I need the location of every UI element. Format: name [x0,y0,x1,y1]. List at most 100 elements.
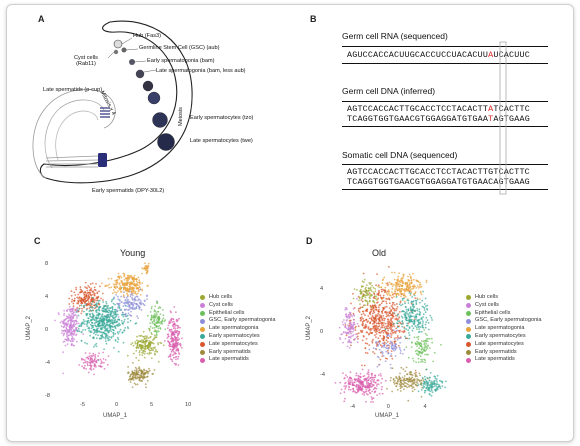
umap-point [380,388,383,391]
umap-point [432,360,434,363]
umap-point [77,322,80,325]
umap-point [141,267,144,270]
label-leaders [107,37,157,73]
umap-point [418,310,421,313]
umap-point [362,312,365,315]
umap-point [148,369,151,372]
umap-point [396,380,399,383]
umap-point [179,344,182,346]
umap-point [404,335,406,338]
umap-point [354,384,356,387]
umap-point [151,333,153,336]
umap-point [406,386,408,389]
umap-point [390,336,393,339]
umap-point [104,308,107,311]
umap-point [383,291,386,294]
umap-point [134,290,137,293]
umap-point [347,314,350,316]
umap-point [87,285,90,287]
legend-entry: Late spermatids [200,356,276,364]
umap-point [354,338,357,340]
umap-point [427,340,429,343]
umap-point [159,328,162,330]
spermatid-tails [45,155,99,168]
umap-point [410,320,413,323]
umap-point [397,279,399,282]
umap-point [130,281,133,284]
umap-point [423,309,426,311]
umap-point [400,366,403,369]
umap-point [127,321,129,324]
umap-point [398,285,401,288]
umap-point [70,308,73,311]
umap-point [356,341,359,344]
umap-point [108,286,111,289]
cluster-late-spermatids [334,368,387,403]
umap-point [362,272,365,275]
umap-point [72,339,74,342]
umap-point [362,323,364,326]
umap-point [94,356,97,359]
umap-point [90,366,92,369]
umap-point [360,293,362,295]
umap-point [368,317,371,320]
umap-point [176,324,179,327]
umap-point [100,324,103,327]
umap-point [93,322,96,325]
umap-point [69,310,72,313]
umap-point [127,305,129,308]
umap-point [381,392,384,395]
umap-point [425,321,428,324]
umap-point [386,298,389,300]
umap-point [369,386,372,388]
umap-point [377,312,380,315]
umap-point [391,357,394,360]
umap-point [374,305,377,307]
umap-point [91,282,94,285]
umap-point [346,376,349,378]
umap-point [105,300,107,303]
umap-point [380,288,383,291]
umap-point [135,368,138,371]
umap-point [148,348,150,351]
legend-label: Epithelial cells [209,309,245,316]
umap-point [381,325,384,327]
umap-point [127,312,130,315]
umap-point [400,383,402,386]
umap-point [392,307,395,310]
umap-old-plot [334,266,447,403]
old-ylabel: UMAP_2 [306,315,312,340]
umap-point [62,330,65,332]
panel-letter-b: B [310,14,317,24]
umap-point [357,325,360,328]
umap-point [97,313,99,316]
umap-point [419,291,422,294]
umap-point [122,283,125,285]
umap-point [134,342,137,345]
umap-point [157,343,160,346]
umap-point [416,349,418,352]
umap-point [390,317,392,320]
umap-point [404,316,407,319]
umap-point [168,341,171,344]
umap-point [410,346,413,348]
umap-point [396,336,398,339]
umap-point [148,345,151,348]
umap-point [387,329,389,332]
umap-point [346,331,349,334]
umap-point [416,324,419,327]
umap-point [144,269,147,271]
umap-point [398,288,401,291]
umap-point [110,336,113,338]
umap-point [169,310,172,313]
umap-point [65,333,68,336]
umap-point [138,378,141,381]
umap-point [122,322,124,325]
umap-point [398,280,401,283]
umap-point [399,300,402,303]
rna-sequence: AGUCCACCACUUGCACCUCCUACACUUAUCACUUC [347,50,530,60]
umap-point [411,309,413,311]
umap-point [341,321,344,323]
umap-point [387,313,390,316]
umap-point [390,313,393,316]
